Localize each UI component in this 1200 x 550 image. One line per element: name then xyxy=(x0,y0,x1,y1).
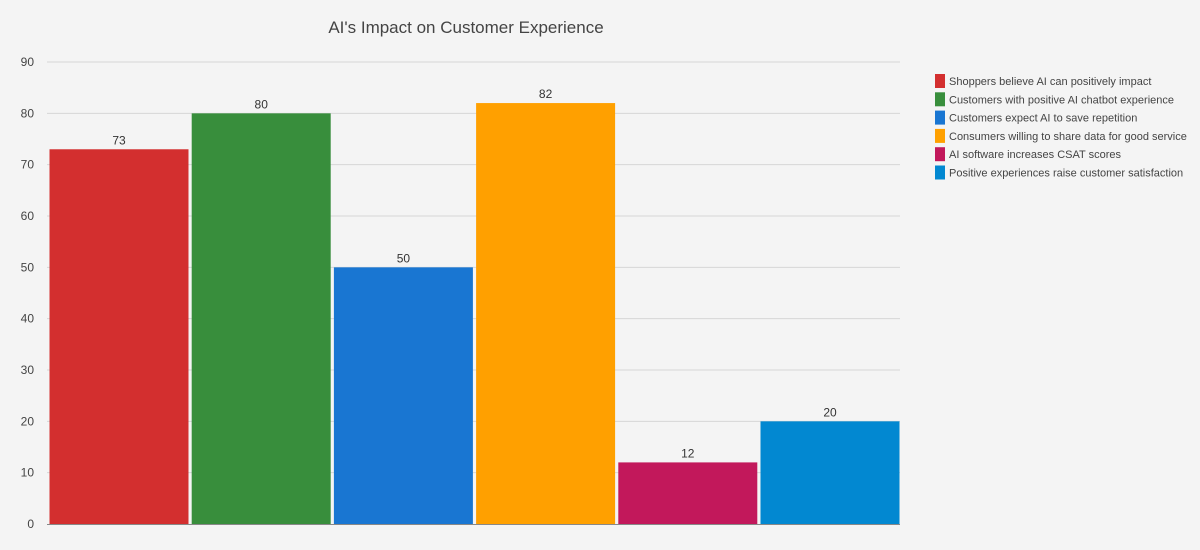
legend-label: Consumers willing to share data for good… xyxy=(949,131,1187,143)
bar xyxy=(333,267,473,524)
legend-swatch xyxy=(935,110,945,125)
legend-swatch xyxy=(935,74,945,88)
legend-swatch xyxy=(935,128,945,143)
y-axis-ticks: 0 10 20 30 40 50 60 70 80 90 xyxy=(21,55,35,531)
legend-label: Positive experiences raise customer sati… xyxy=(949,168,1183,180)
data-label: 20 xyxy=(823,405,837,419)
legend-swatch xyxy=(935,92,945,107)
bar xyxy=(191,113,331,524)
legend-label: Shoppers believe AI can positively impac… xyxy=(949,76,1151,88)
y-tick-label: 30 xyxy=(21,363,35,377)
y-tick-label: 90 xyxy=(21,55,35,69)
data-label: 80 xyxy=(255,97,269,111)
y-tick-label: 10 xyxy=(21,466,35,480)
y-tick-label: 70 xyxy=(21,158,35,172)
y-tick-label: 50 xyxy=(21,260,35,274)
bar xyxy=(618,462,758,524)
gridlines xyxy=(47,61,900,474)
data-label: 73 xyxy=(112,133,126,147)
y-tick-label: 40 xyxy=(21,312,35,326)
data-label: 50 xyxy=(397,251,411,265)
y-tick-label: 80 xyxy=(21,106,35,120)
legend-label: Customers expect AI to save repetition xyxy=(949,113,1137,125)
bar xyxy=(476,103,616,525)
bars xyxy=(49,103,900,525)
y-tick-label: 60 xyxy=(21,209,35,223)
data-labels: 73 80 50 82 12 20 xyxy=(112,87,837,460)
bar xyxy=(760,421,900,524)
data-label: 82 xyxy=(539,87,553,101)
y-tick-label: 0 xyxy=(27,517,34,531)
y-tick-label: 20 xyxy=(21,414,35,428)
data-label: 12 xyxy=(681,446,695,460)
legend-label: Customers with positive AI chatbot exper… xyxy=(949,94,1174,106)
bar xyxy=(49,149,189,524)
legend-swatch xyxy=(935,147,945,162)
legend: Shoppers believe AI can positively impac… xyxy=(935,74,1187,180)
chart-title: AI's Impact on Customer Experience xyxy=(328,18,603,37)
legend-swatch xyxy=(935,165,945,180)
legend-label: AI software increases CSAT scores xyxy=(949,149,1121,161)
